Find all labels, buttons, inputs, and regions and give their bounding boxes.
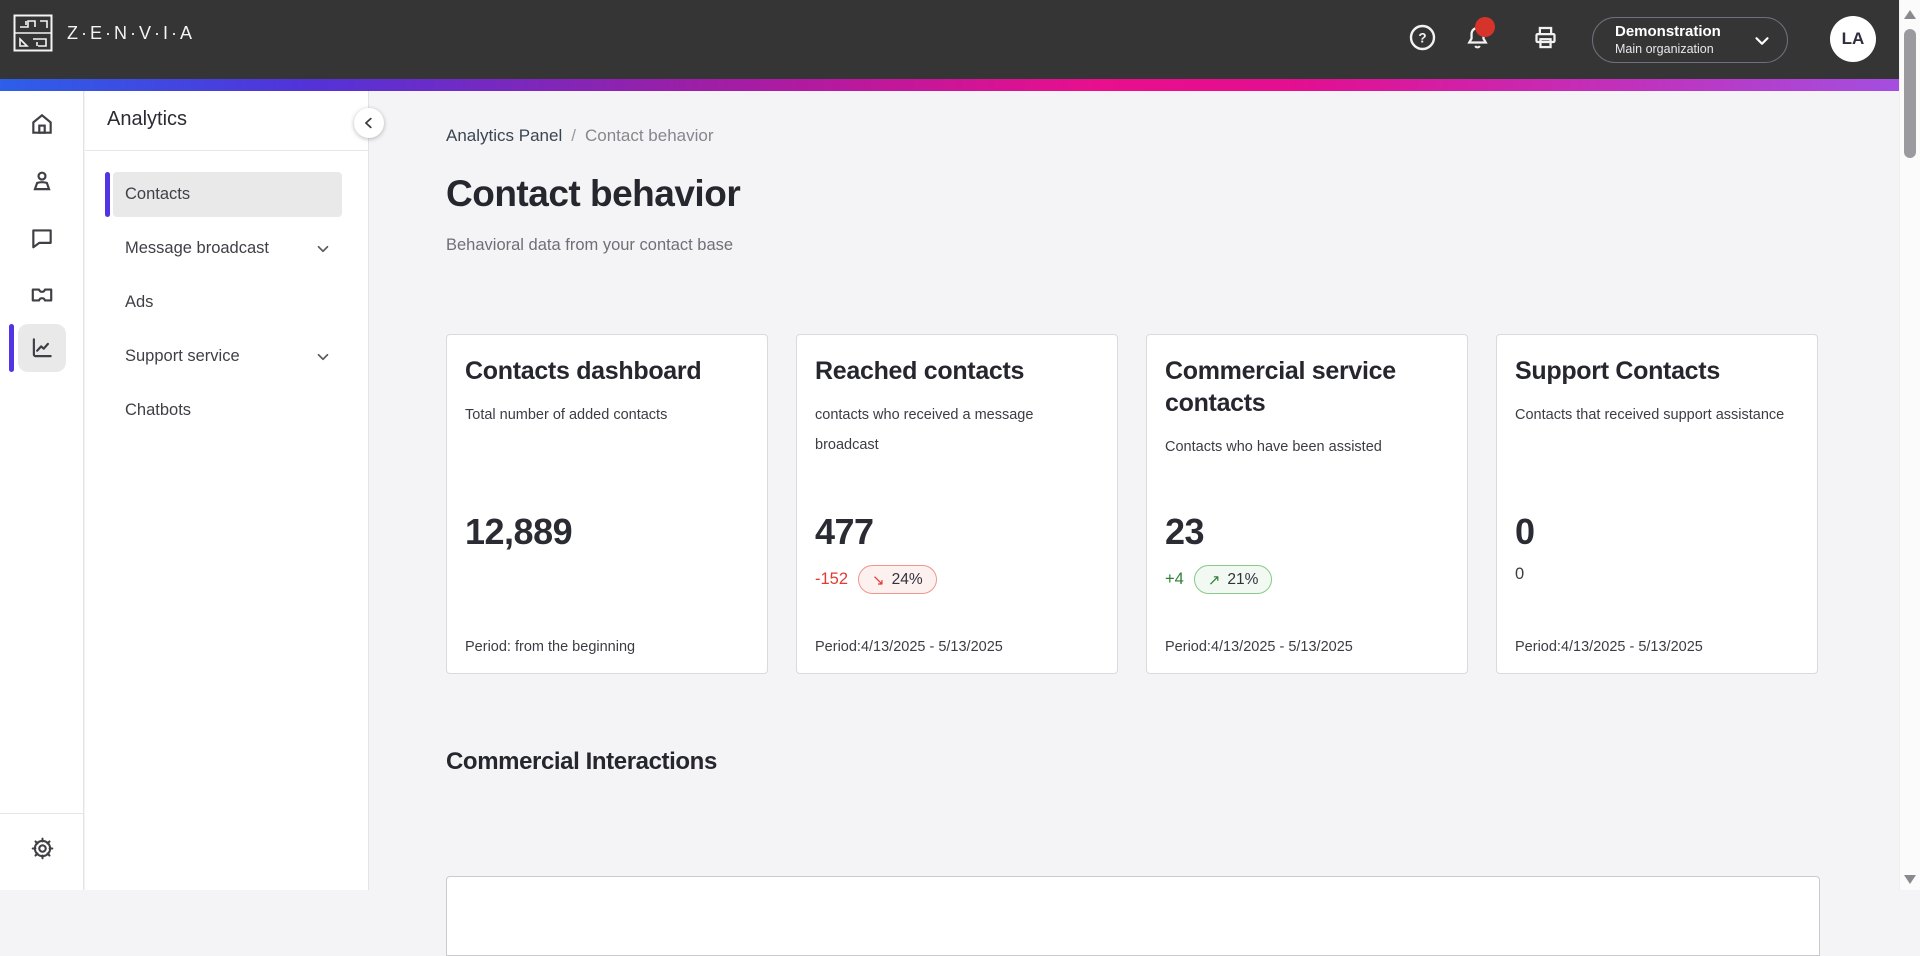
card-reached-contacts: Reached contacts contacts who received a… [796,334,1118,674]
panel-title: Analytics [107,108,188,130]
ticket-icon [29,282,55,308]
brand-wordmark: Z·E·N·V·I·A [67,22,195,43]
breadcrumb-separator: / [571,126,576,145]
chevron-down-icon [314,348,332,366]
sidebar-item-contacts[interactable] [18,157,66,205]
sidebar-item-settings[interactable] [18,824,66,872]
sidebar-icon-rail [0,91,84,890]
svg-text:?: ? [1418,31,1426,46]
brand-gradient-bar [0,79,1899,91]
delta-value: -152 [815,570,849,588]
arrow-up-right-icon: ↗ [1207,571,1221,589]
card-period: Period:4/13/2025 - 5/13/2025 [1515,639,1703,655]
page-title: Contact behavior [446,173,741,214]
card-title: Commercial service contacts [1165,357,1396,417]
line-chart-icon [29,335,55,361]
active-section-indicator [9,324,14,372]
card-title: Contacts dashboard [465,357,702,385]
organization-subtitle: Main organization [1615,41,1714,56]
delta-value: +4 [1165,570,1184,588]
notifications-bell-icon[interactable] [1464,17,1495,51]
page-subtitle: Behavioral data from your contact base [446,236,734,254]
scrollbar-up-arrow[interactable] [1904,10,1916,19]
card-value: 23 [1165,511,1205,552]
menu-item-label: Support service [125,347,240,365]
card-subtitle: contacts who received a message broadcas… [815,407,1034,453]
arrow-down-right-icon: ↘ [872,571,885,589]
collapse-panel-button[interactable] [354,108,384,138]
menu-item-label: Ads [125,293,154,311]
card-value: 0 [1515,511,1535,552]
menu-item-label: Message broadcast [125,239,269,257]
printer-icon[interactable] [1532,24,1559,51]
section-title-commercial-interactions: Commercial Interactions [446,748,717,775]
rail-divider [0,813,84,814]
active-item-indicator [105,172,110,217]
card-period: Period:4/13/2025 - 5/13/2025 [1165,639,1353,655]
chevron-down-icon [314,240,332,258]
menu-item-ads[interactable]: Ads [113,280,342,325]
scrollbar-thumb[interactable] [1904,29,1916,158]
kpi-cards-row: Contacts dashboard Total number of added… [446,334,1818,674]
notification-badge [1475,17,1495,37]
chat-bubble-icon [29,225,55,251]
chevron-left-icon [362,116,376,130]
page-scrollbar [1899,0,1920,890]
organization-selector[interactable]: Demonstration Main organization [1592,17,1788,63]
avatar-initials: LA [1841,29,1865,48]
trend-percentage: 21% [1227,570,1259,588]
chevron-down-icon [1751,30,1773,52]
home-icon [29,111,55,137]
menu-item-contacts[interactable]: Contacts [105,172,342,217]
menu-item-chatbots[interactable]: Chatbots [113,388,342,433]
card-delta-row: -152 ↘ 24% [815,565,937,594]
sidebar-item-home[interactable] [18,100,66,148]
commercial-interactions-card [446,876,1820,956]
card-value: 12,889 [465,511,573,552]
card-commercial-service-contacts: Commercial service contacts Contacts who… [1146,334,1468,674]
card-value: 477 [815,511,874,552]
breadcrumb-analytics-panel[interactable]: Analytics Panel [446,126,563,145]
card-period: Period:4/13/2025 - 5/13/2025 [815,639,1003,655]
secondary-value: 0 [1515,565,1525,583]
sidebar-item-conversations[interactable] [18,214,66,262]
card-delta-row: +4 ↗ 21% [1165,565,1273,594]
organization-name: Demonstration [1615,22,1721,40]
topbar: Z·E·N·V·I·A ? Demonstration Main organiz… [0,0,1899,79]
menu-item-label: Contacts [125,185,191,203]
menu-item-support-service[interactable]: Support service [113,334,342,379]
card-title: Support Contacts [1515,357,1720,385]
person-icon [29,168,55,194]
trend-up-badge: ↗ 21% [1193,565,1273,594]
help-icon[interactable]: ? [1409,24,1436,51]
scrollbar-down-arrow[interactable] [1904,875,1916,884]
card-support-contacts: Support Contacts Contacts that received … [1496,334,1818,674]
trend-percentage: 24% [891,570,923,588]
sidebar-item-analytics[interactable] [18,324,66,372]
user-avatar[interactable]: LA [1830,16,1876,62]
card-title: Reached contacts [815,357,1025,385]
analytics-submenu-panel: Analytics Contacts Message broadcast Ads… [85,91,369,890]
zenvia-logo-icon [13,14,53,52]
breadcrumb: Analytics Panel / Contact behavior [446,126,714,146]
card-contacts-dashboard: Contacts dashboard Total number of added… [446,334,768,674]
trend-down-badge: ↘ 24% [858,565,937,594]
breadcrumb-current: Contact behavior [584,126,714,145]
analytics-menu: Contacts Message broadcast Ads Support s… [85,172,368,442]
zenvia-brand[interactable]: Z·E·N·V·I·A [13,14,195,52]
card-delta-row: 0 [1515,565,1524,584]
card-subtitle: Contacts who have been assisted [1165,439,1382,455]
gear-icon [30,836,55,861]
card-period: Period: from the beginning [465,639,636,655]
card-subtitle: Contacts that received support assistanc… [1515,407,1785,423]
menu-item-message-broadcast[interactable]: Message broadcast [113,226,342,271]
sidebar-item-tickets[interactable] [18,271,66,319]
card-subtitle: Total number of added contacts [465,407,668,423]
panel-divider [85,150,368,151]
menu-item-label: Chatbots [125,401,192,419]
